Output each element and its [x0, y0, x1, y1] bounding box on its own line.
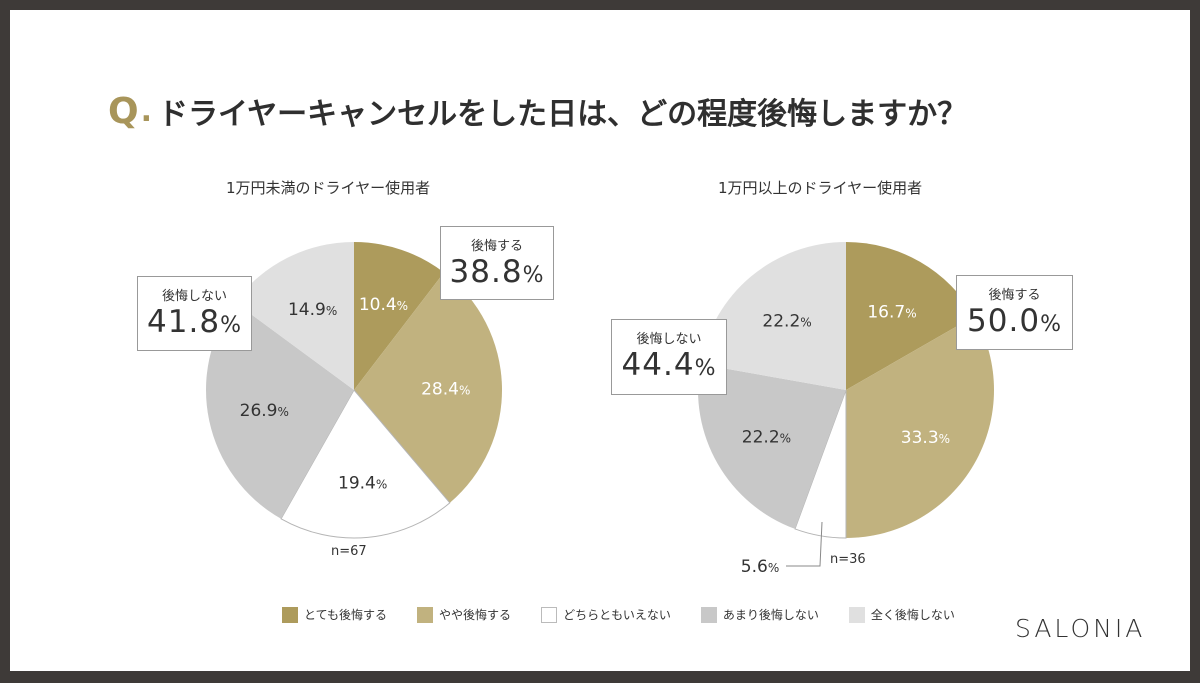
callout-value: 50.0%: [967, 303, 1062, 339]
pie-slice-1-2: [794, 389, 847, 539]
pie-slice-1-4: [700, 242, 846, 390]
pie-slice-1-3: [698, 364, 846, 529]
legend-item: あまり後悔しない: [700, 606, 819, 623]
slice-label-0-0: 10.4%: [359, 295, 408, 315]
q-mark: Q: [108, 90, 139, 132]
slice-label-0-4: 14.9%: [288, 300, 337, 320]
callout-value: 38.8%: [449, 254, 545, 290]
callout-label: 後悔する: [470, 239, 523, 254]
callout-no-regret-right: 後悔しない 44.4%: [611, 319, 727, 395]
legend-swatch: [848, 606, 865, 623]
legend-item: 全く後悔しない: [848, 606, 955, 623]
question-text: ドライヤーキャンセルをした日は、どの程度後悔しますか？: [158, 97, 968, 132]
pie-slice-0-2: [280, 389, 451, 539]
callout-regret-left: 後悔する 38.8%: [440, 226, 554, 300]
pie-slice-0-0: [354, 242, 444, 390]
slice-label-1-0: 16.7%: [867, 303, 916, 323]
legend-item: どちらともいえない: [541, 606, 671, 623]
slice-label-0-1: 28.4%: [421, 380, 470, 400]
slice-label-1-3: 22.2%: [742, 428, 791, 448]
pie-slice-0-4: [234, 242, 354, 390]
chart-left-title: 1万円未満のドライヤー使用者: [226, 179, 431, 197]
slice-label-1-1: 33.3%: [901, 428, 950, 448]
q-dot: .: [140, 93, 153, 129]
slice-label-0-3: 26.9%: [240, 401, 289, 421]
legend-swatch: [541, 606, 558, 623]
callout-no-regret-left: 後悔しない 41.8%: [137, 276, 252, 351]
n-right: n=36: [830, 552, 866, 567]
callout-value: 41.8%: [147, 304, 242, 340]
legend-swatch: [700, 606, 717, 623]
callout-regret-right: 後悔する 50.0%: [956, 275, 1073, 350]
callout-value: 44.4%: [621, 347, 717, 383]
slice-label-0-2: 19.4%: [338, 473, 387, 493]
callout-label: 後悔しない: [161, 289, 227, 304]
legend: とても後悔する やや後悔する どちらともいえない あまり後悔しない 全く後悔しな…: [282, 606, 985, 623]
legend-swatch: [282, 606, 298, 623]
pie-left: 10.4% 28.4% 19.4% 26.9% 14.9%: [206, 242, 502, 539]
n-left: n=67: [331, 544, 367, 559]
callout-label: 後悔しない: [636, 332, 702, 347]
pie-slice-0-1: [354, 272, 502, 503]
slice-label-1-4: 22.2%: [762, 312, 811, 332]
chart-right-title: 1万円以上のドライヤー使用者: [718, 179, 923, 197]
salonia-logo: SALONIA: [1015, 614, 1146, 643]
legend-item: とても後悔する: [282, 606, 387, 623]
leader-line-5-6: [786, 521, 823, 567]
slice-label-1-2: 5.6%: [741, 557, 779, 577]
pie-slice-1-0: [846, 242, 975, 390]
legend-item: やや後悔する: [417, 606, 511, 623]
pie-right: 16.7% 33.3% 5.6% 22.2% 22.2%: [698, 242, 994, 577]
legend-swatch: [417, 606, 434, 623]
pie-slice-1-1: [846, 316, 994, 538]
pie-slice-0-3: [206, 302, 354, 519]
question-title: Q . ドライヤーキャンセルをした日は、どの程度後悔しますか？: [108, 86, 967, 136]
callout-label: 後悔する: [988, 288, 1041, 303]
